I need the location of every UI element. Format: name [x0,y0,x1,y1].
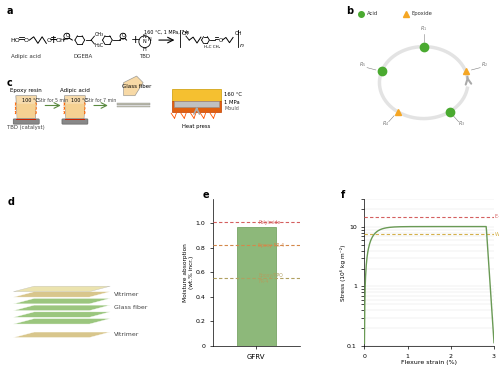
Text: $R_5$: $R_5$ [359,60,366,69]
Text: Acid: Acid [367,11,379,17]
Text: Mould: Mould [224,106,239,112]
Text: 1 MPa: 1 MPa [224,100,240,105]
Text: Adipic acid: Adipic acid [11,54,41,59]
Bar [65,118,85,120]
Text: O: O [219,38,223,43]
Bar [16,118,36,120]
Text: +: + [49,35,58,45]
Bar [117,104,150,106]
Text: Stir for 5 min: Stir for 5 min [38,98,68,103]
Text: Glass fiber: Glass fiber [114,305,147,310]
Text: N: N [147,37,151,42]
Text: H: H [142,47,146,52]
Text: OH: OH [56,38,66,43]
Text: H₃C CH₃: H₃C CH₃ [204,45,220,49]
FancyBboxPatch shape [62,119,88,124]
Text: 160 °C, 1 MPa, 7 h: 160 °C, 1 MPa, 7 h [144,29,189,35]
Text: H₃C: H₃C [94,43,103,47]
Text: Vitrimer: Vitrimer [114,332,139,337]
Text: Woven glass FR-4: Woven glass FR-4 [496,232,499,237]
Text: c: c [6,78,12,88]
Text: DGEBA: DGEBA [73,54,93,59]
Text: Stir for 7 min: Stir for 7 min [86,98,116,103]
Text: +: + [130,35,140,45]
FancyBboxPatch shape [13,119,39,124]
Polygon shape [13,312,110,317]
Polygon shape [16,96,36,118]
Text: Adipic acid: Adipic acid [60,88,90,93]
Text: $R_4$: $R_4$ [382,119,390,128]
Polygon shape [64,96,85,118]
Text: N: N [143,39,147,44]
Text: TBD (catalyst): TBD (catalyst) [7,125,45,130]
Polygon shape [16,104,36,118]
Polygon shape [13,319,110,324]
Text: Epoxy/PPO
FR-4: Epoxy/PPO FR-4 [258,273,283,284]
Text: OH: OH [235,31,242,36]
Text: Heat press: Heat press [183,124,211,130]
Text: Epoxide: Epoxide [412,11,433,17]
Polygon shape [13,305,110,311]
Y-axis label: Moisture absorption
(wt.% incr.): Moisture absorption (wt.% incr.) [184,243,194,302]
Text: E-glass fabric FR-4: E-glass fabric FR-4 [496,214,499,219]
Polygon shape [124,76,143,96]
Text: e: e [203,190,210,200]
Polygon shape [13,286,110,292]
Text: Epoxy resin: Epoxy resin [10,88,42,93]
Bar [117,106,150,107]
Bar [174,101,220,107]
Bar [117,103,150,104]
Text: N: N [143,35,147,39]
Text: 160 °C: 160 °C [224,92,243,97]
Text: d: d [7,197,14,207]
Polygon shape [13,332,110,337]
Polygon shape [13,292,110,297]
Text: HO: HO [10,38,20,43]
Text: O: O [46,38,51,43]
Text: $R_3$: $R_3$ [458,119,465,128]
Text: Epoxy FR-4: Epoxy FR-4 [258,243,284,248]
Polygon shape [65,104,85,118]
Y-axis label: Stress (10⁶ kg m⁻²): Stress (10⁶ kg m⁻²) [340,244,346,301]
Text: 100 °C: 100 °C [71,98,88,103]
Bar [172,100,221,112]
Text: f: f [341,190,345,200]
X-axis label: Flexure strain (%): Flexure strain (%) [401,360,457,365]
Text: TBD: TBD [139,54,150,59]
Text: n: n [240,43,244,47]
Text: Polyimide: Polyimide [258,220,280,224]
Text: Vitrimer: Vitrimer [114,292,139,297]
Polygon shape [13,298,110,304]
Text: $R_2$: $R_2$ [481,60,489,69]
Text: $R_1$: $R_1$ [420,24,427,33]
Text: O: O [122,33,125,38]
Text: O: O [24,38,29,43]
Text: a: a [6,6,13,16]
Text: CH₃: CH₃ [94,32,103,37]
Text: OH: OH [182,31,190,36]
Text: 100 °C: 100 °C [22,98,39,103]
Bar [172,89,221,100]
Text: O: O [65,33,69,38]
Bar [237,227,276,346]
Text: b: b [346,6,353,16]
Text: Glass fiber: Glass fiber [122,84,151,88]
